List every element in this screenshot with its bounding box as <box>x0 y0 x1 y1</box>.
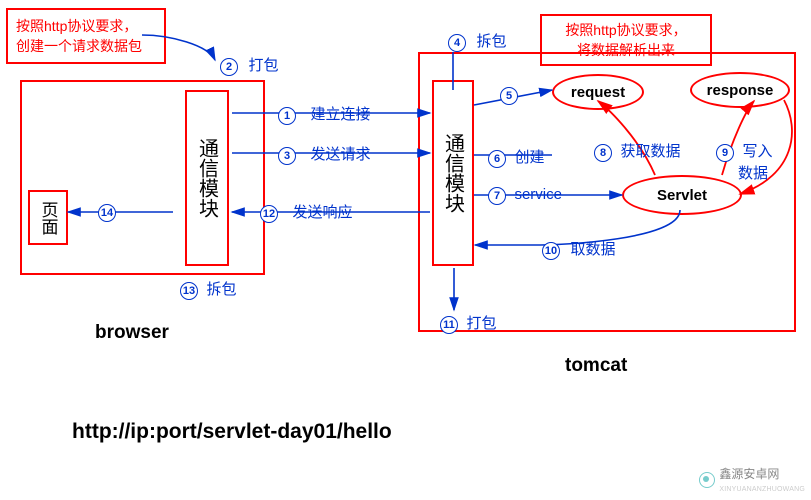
step-9-label2: 数据 <box>738 162 772 183</box>
step-8: 8 获取数据 <box>594 140 680 162</box>
step-8-label: 获取数据 <box>620 143 680 160</box>
watermark: 鑫源安卓网 XINYUANANZHUOWANG <box>699 465 805 494</box>
step-3-num: 3 <box>278 147 296 165</box>
step-1-num: 1 <box>278 107 296 125</box>
step-9-label1: 写入 <box>742 143 772 160</box>
step-6-label: 创建 <box>514 149 544 166</box>
step-11: 11 打包 <box>440 312 496 334</box>
step-1-label: 建立连接 <box>310 106 370 123</box>
step-10: 10 取数据 <box>542 238 615 260</box>
callout-right-line1: 按照http协议要求， <box>550 20 702 40</box>
callout-left-line1: 按照http协议要求， <box>16 16 156 36</box>
step-1: 1 建立连接 <box>278 103 370 125</box>
browser-page-box: 页面 <box>28 190 68 245</box>
tomcat-title: tomcat <box>565 355 627 377</box>
callout-left-line2: 创建一个请求数据包 <box>16 36 156 56</box>
step-13: 13 拆包 <box>180 278 236 300</box>
response-ellipse: response <box>690 72 790 108</box>
step-4-num: 4 <box>448 34 466 52</box>
step-12-label: 发送响应 <box>292 204 352 221</box>
browser-comm-label: 通信模块 <box>193 138 222 218</box>
step-7: 7 service <box>488 186 562 205</box>
servlet-label: Servlet <box>657 187 707 204</box>
step-2: 2 打包 <box>220 54 278 76</box>
step-5-num: 5 <box>500 87 518 105</box>
step-5: 5 <box>500 86 518 105</box>
request-label: request <box>571 84 625 101</box>
step-10-num: 10 <box>542 242 560 260</box>
step-11-label: 打包 <box>466 315 496 332</box>
step-2-num: 2 <box>220 58 238 76</box>
step-12: 12 发送响应 <box>260 201 352 223</box>
step-7-num: 7 <box>488 187 506 205</box>
request-ellipse: request <box>552 74 644 110</box>
step-14: 14 <box>98 203 116 222</box>
watermark-sub: XINYUANANZHUOWANG <box>719 486 805 493</box>
browser-page-label: 页面 <box>36 201 61 235</box>
step-4-label: 拆包 <box>476 33 506 50</box>
step-8-num: 8 <box>594 144 612 162</box>
step-2-label: 打包 <box>248 57 278 74</box>
watermark-logo-icon <box>699 472 715 488</box>
step-13-num: 13 <box>180 282 198 300</box>
step-6-num: 6 <box>488 150 506 168</box>
step-7-label: service <box>514 186 562 203</box>
step-6: 6 创建 <box>488 146 544 168</box>
step-3: 3 发送请求 <box>278 143 370 165</box>
step-3-label: 发送请求 <box>310 146 370 163</box>
step-9: 9 写入 数据 <box>716 140 772 183</box>
step-13-label: 拆包 <box>206 281 236 298</box>
watermark-text: 鑫源安卓网 <box>719 467 779 481</box>
step-4: 4 拆包 <box>448 30 506 52</box>
step-10-label: 取数据 <box>570 241 615 258</box>
response-label: response <box>707 82 774 99</box>
step-11-num: 11 <box>440 316 458 334</box>
tomcat-comm-box: 通信模块 <box>432 80 474 266</box>
step-9-num: 9 <box>716 144 734 162</box>
step-12-num: 12 <box>260 205 278 223</box>
browser-comm-box: 通信模块 <box>185 90 229 266</box>
tomcat-comm-label: 通信模块 <box>439 133 468 213</box>
browser-title: browser <box>95 322 169 344</box>
callout-http-request: 按照http协议要求， 创建一个请求数据包 <box>6 8 166 64</box>
step-14-num: 14 <box>98 204 116 222</box>
url-text: http://ip:port/servlet-day01/hello <box>72 420 392 444</box>
